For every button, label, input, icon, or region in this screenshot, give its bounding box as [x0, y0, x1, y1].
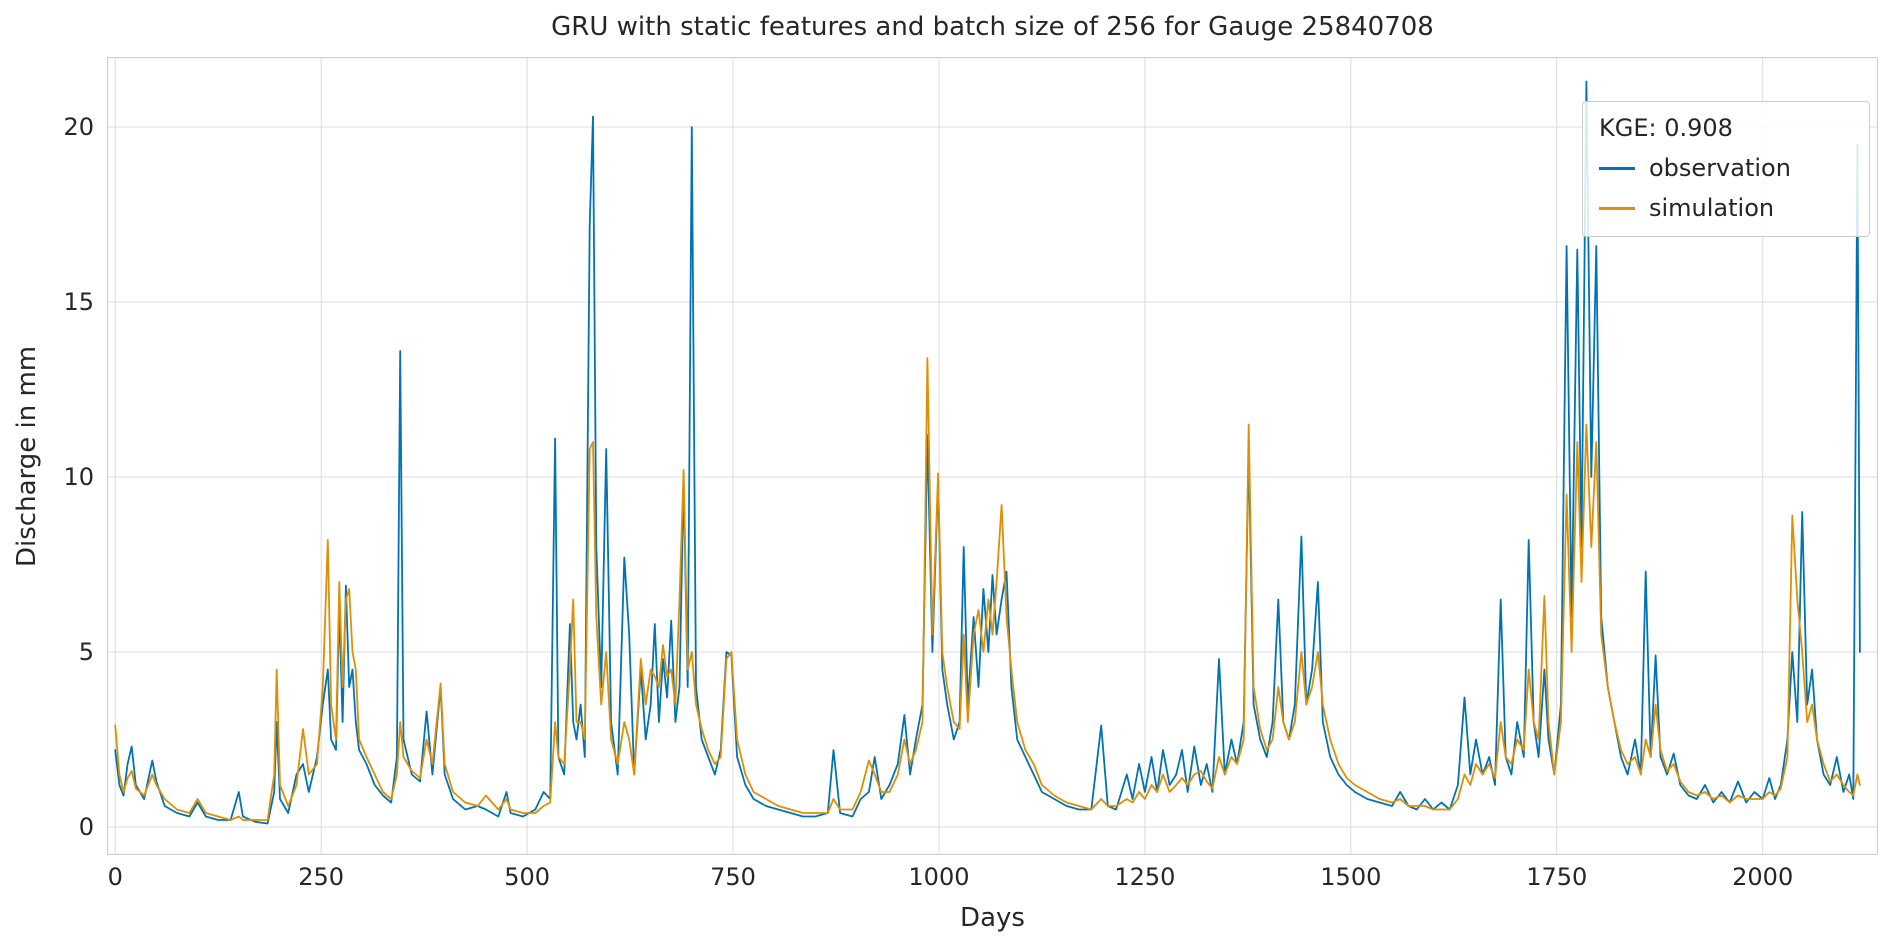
x-axis-label: Days	[960, 903, 1025, 933]
x-tick-label: 1500	[1320, 863, 1382, 891]
legend-entry-observation: observation	[1599, 154, 1849, 182]
legend-entry-simulation: simulation	[1599, 194, 1849, 222]
legend-label-simulation: simulation	[1649, 194, 1775, 222]
y-tick-label: 15	[63, 288, 94, 316]
x-tick-label: 0	[107, 863, 123, 891]
x-tick-label: 1250	[1114, 863, 1176, 891]
y-tick-label: 0	[78, 813, 94, 841]
x-tick-label: 1750	[1526, 863, 1588, 891]
x-tick-label: 2000	[1732, 863, 1794, 891]
y-tick-label: 10	[63, 463, 94, 491]
x-tick-label: 250	[298, 863, 345, 891]
axes-frame	[107, 57, 1878, 855]
legend: KGE: 0.908 observation simulation	[1582, 101, 1870, 237]
x-tick-label: 750	[710, 863, 756, 891]
simulation-line	[114, 357, 1861, 821]
y-tick-label: 5	[78, 638, 94, 666]
legend-label-observation: observation	[1649, 154, 1791, 182]
plot-area: KGE: 0.908 observation simulation	[107, 57, 1878, 855]
y-axis-label: Discharge in mm	[12, 345, 42, 567]
simulation-line-swatch	[1599, 206, 1635, 210]
observation-line-swatch	[1599, 166, 1635, 170]
x-tick-label: 1000	[908, 863, 970, 891]
chart-title: GRU with static features and batch size …	[551, 12, 1434, 42]
x-tick-label: 500	[504, 863, 550, 891]
y-tick-label: 20	[63, 113, 94, 141]
legend-kge-label: KGE: 0.908	[1599, 114, 1733, 142]
